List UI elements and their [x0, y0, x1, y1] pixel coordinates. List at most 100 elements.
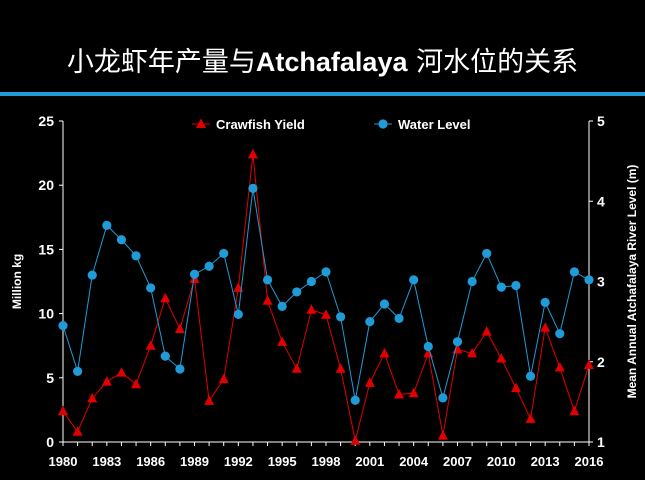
legend-marker-crawfish [196, 118, 206, 128]
crawfish-yield-point [584, 359, 594, 369]
water-level-point [555, 329, 565, 339]
y-right-tick-label: 1 [597, 434, 605, 450]
legend-label: Water Level [398, 117, 471, 132]
water-level-point [336, 312, 346, 322]
water-level-point [496, 282, 506, 292]
crawfish-yield-point [379, 347, 390, 358]
x-tick-label: 1983 [92, 454, 121, 469]
y-left-tick-label: 15 [38, 241, 54, 257]
crawfish-yield-point [291, 363, 302, 373]
x-tick-label: 2001 [355, 454, 384, 469]
water-level-point [306, 276, 316, 287]
crawfish-yield-point [204, 395, 215, 405]
title-cn-part2: 河水位的关系 [407, 47, 579, 78]
water-level-point [482, 248, 492, 259]
title-cn-part1: 小龙虾年产量与 [66, 47, 256, 78]
series-line-crawfish-yield [62, 154, 590, 441]
water-level-point [584, 275, 594, 285]
water-level-point [511, 280, 521, 291]
legend-label: Crawfish Yield [216, 117, 305, 132]
slide-title: 小龙虾年产量与Atchafalaya 河水位的关系 [0, 40, 645, 79]
chart-series [58, 148, 594, 445]
water-level-point [540, 297, 550, 307]
crawfish-yield-point [101, 376, 112, 386]
x-tick-label: 1980 [49, 454, 78, 469]
crawfish-yield-point [72, 426, 83, 436]
y-right-tick-label: 4 [597, 193, 605, 209]
water-level-point [350, 395, 360, 405]
water-level-point [175, 364, 185, 374]
water-level-point [321, 267, 331, 277]
x-tick-label: 2004 [399, 454, 429, 469]
crawfish-yield-point [262, 295, 273, 305]
x-tick-label: 1986 [136, 454, 165, 469]
y-right-tick-label: 5 [597, 113, 605, 129]
water-level-point [87, 270, 97, 280]
y-right-tick-label: 3 [597, 274, 605, 290]
crawfish-yield-point [174, 323, 185, 334]
x-tick-label: 1995 [268, 454, 297, 469]
crawfish-yield-point [554, 362, 565, 372]
water-level-point [189, 269, 200, 279]
crawfish-yield-point [437, 430, 448, 440]
chart-legend: Crawfish Yield Water Level [192, 117, 471, 132]
x-tick-label: 1989 [180, 454, 209, 469]
crawfish-yield-point [481, 326, 492, 336]
crawfish-yield-point [350, 435, 361, 445]
water-level-point [102, 220, 112, 230]
water-level-point [525, 371, 536, 381]
title-accent-rule [0, 92, 645, 96]
water-level-point [394, 313, 404, 324]
y-left-tick-label: 5 [46, 370, 54, 386]
crawfish-yield-point [540, 322, 551, 332]
water-level-point [365, 317, 375, 327]
crawfish-yield-point [321, 309, 331, 319]
water-level-point [467, 276, 477, 287]
y-left-tick-label: 25 [38, 113, 54, 129]
x-tick-label: 2016 [575, 454, 604, 469]
crawfish-yield-point [467, 347, 478, 358]
crawfish-yield-point [247, 148, 258, 159]
crawfish-yield-point [160, 292, 171, 303]
water-level-point [131, 251, 141, 261]
y-axis-right-title: Mean Annual Atchafalaya River Level (m) [625, 165, 639, 399]
water-level-point [292, 287, 302, 297]
crawfish-yield-point [569, 405, 580, 416]
x-tick-label: 2013 [531, 454, 560, 469]
crawfish-yield-point [364, 377, 375, 387]
legend-marker-water [378, 119, 388, 129]
water-level-point [116, 235, 127, 245]
crawfish-yield-point [306, 304, 317, 314]
crawfish-yield-point [394, 388, 405, 399]
crawfish-yield-point [145, 340, 156, 350]
x-tick-label: 2010 [487, 454, 516, 469]
water-level-point [58, 321, 68, 331]
crawfish-yield-point [277, 336, 288, 346]
crawfish-yield-point [218, 373, 229, 384]
water-level-point [423, 341, 433, 352]
x-tick-label: 1998 [312, 454, 341, 469]
chart-axes: 0 5 10 15 20 25 1 2 3 4 5 1980 1983 1986 1989 1992 1995 1… [10, 113, 639, 469]
x-tick-label: 2007 [443, 454, 472, 469]
water-level-point [569, 267, 579, 277]
crawfish-yield-point [131, 378, 142, 389]
crawfish-yield-point [87, 392, 98, 403]
water-level-point [262, 275, 273, 285]
crawfish-yield-point [116, 367, 127, 377]
crawfish-yield-point [496, 353, 507, 363]
water-level-point [160, 351, 170, 361]
water-level-point [379, 299, 390, 309]
water-level-point [277, 301, 287, 311]
water-level-point [146, 283, 156, 293]
crawfish-yield-point [408, 387, 419, 398]
x-tick-label: 1992 [224, 454, 253, 469]
crawfish-yield-point [510, 382, 521, 393]
crawfish-yield-point [525, 413, 536, 423]
y-right-tick-label: 2 [597, 354, 605, 370]
title-en-part: Atchafalaya [255, 47, 408, 77]
water-level-point [409, 275, 419, 285]
water-level-point [438, 393, 448, 403]
water-level-point [204, 261, 214, 271]
y-left-tick-label: 20 [38, 177, 54, 193]
